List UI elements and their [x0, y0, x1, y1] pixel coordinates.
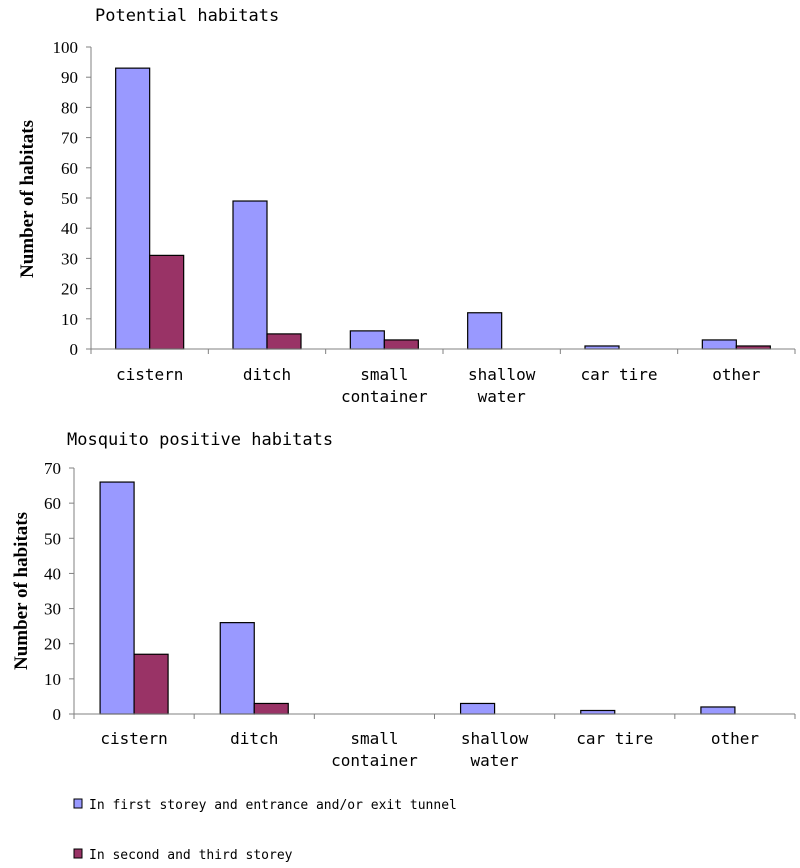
x-tick-label: water [478, 387, 527, 406]
bar-car-tire-series-1 [580, 709, 616, 715]
bar-other-series-1 [701, 339, 737, 350]
y-axis-label: Number of habitats [11, 512, 32, 670]
x-tick-label: ditch [230, 729, 278, 748]
y-tick-label: 20 [44, 635, 61, 654]
x-tick-label: container [341, 387, 428, 406]
y-tick-label: 50 [61, 189, 78, 208]
y-tick-label: 30 [61, 249, 78, 268]
legend-swatch-series-1 [73, 798, 83, 809]
chart-title: Mosquito positive habitats [67, 430, 333, 450]
x-tick-label: cistern [100, 729, 167, 748]
bar-cistern-series-1 [99, 481, 135, 715]
y-tick-label: 40 [61, 219, 78, 238]
bar-ditch-series-1 [232, 200, 268, 350]
legend: In first storey and entrance and/or exit… [73, 798, 457, 863]
x-tick-label: car tire [580, 365, 657, 384]
y-tick-label: 80 [61, 98, 78, 117]
x-tick-label: ditch [243, 365, 291, 384]
x-tick-label: other [712, 365, 761, 384]
x-tick-label: shallow [468, 365, 536, 384]
x-tick-label: small [350, 729, 398, 748]
legend-label-series-2: In second and third storey [89, 848, 293, 863]
x-tick-label: other [711, 729, 760, 748]
bar-ditch-series-1 [219, 622, 255, 715]
x-tick-label: container [331, 751, 418, 770]
y-tick-label: 30 [44, 600, 61, 619]
bar-cistern-series-2 [133, 653, 169, 715]
chart-mosquito-positive-habitats: Mosquito positive habitats Number of hab… [11, 430, 796, 770]
y-tick-label: 70 [44, 459, 61, 478]
y-tick-label: 60 [44, 494, 61, 513]
y-tick-label: 40 [44, 564, 61, 583]
x-tick-label: water [470, 751, 519, 770]
y-tick-label: 90 [61, 68, 78, 87]
legend-swatch-series-2 [73, 848, 83, 859]
y-tick-label: 100 [53, 38, 79, 57]
bar-small-container-series-2 [383, 339, 419, 350]
y-tick-label: 10 [61, 310, 78, 329]
bar-shallow-water-series-1 [459, 702, 496, 715]
bar-cistern-series-2 [149, 254, 185, 350]
y-tick-label: 60 [61, 159, 78, 178]
x-tick-label: shallow [461, 729, 529, 748]
y-tick-label: 20 [61, 280, 78, 299]
legend-label-series-1: In first storey and entrance and/or exit… [89, 798, 457, 813]
y-tick-label: 0 [70, 340, 79, 359]
bar-ditch-series-2 [266, 333, 302, 350]
y-tick-label: 10 [44, 670, 61, 689]
chart-potential-habitats: Potential habitats Number of habitats 0 1… [17, 6, 796, 406]
bar-other-series-1 [700, 706, 736, 715]
bar-cistern-series-1 [115, 67, 151, 350]
bar-shallow-water-series-1 [467, 312, 503, 350]
y-tick-label: 70 [61, 129, 78, 148]
x-tick-label: small [360, 365, 408, 384]
bar-small-container-series-1 [349, 330, 385, 350]
bar-ditch-series-2 [253, 702, 289, 715]
y-tick-label: 0 [53, 705, 62, 724]
x-tick-label: car tire [576, 729, 653, 748]
y-tick-label: 50 [44, 529, 61, 548]
chart-title: Potential habitats [95, 6, 279, 26]
y-axis-label: Number of habitats [17, 120, 38, 278]
x-tick-label: cistern [116, 365, 183, 384]
